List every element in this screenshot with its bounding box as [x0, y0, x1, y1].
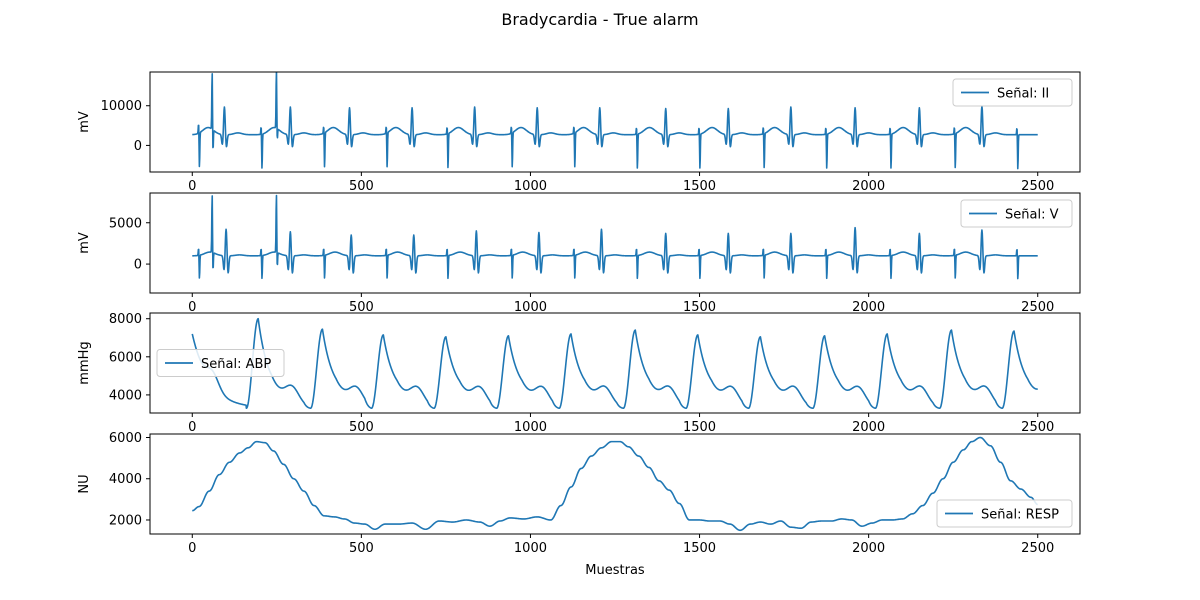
legend-box	[156, 349, 285, 377]
x-tick-label: 2000	[852, 420, 885, 435]
x-tick-label: 0	[188, 420, 196, 435]
x-tick-label: 2500	[1021, 420, 1054, 435]
x-tick-label: 0	[188, 179, 196, 194]
x-tick-label: 2500	[1021, 541, 1054, 556]
x-tick-label: 1500	[683, 541, 716, 556]
y-axis-label: NU	[77, 474, 92, 493]
x-tick-label: 500	[349, 179, 374, 194]
subplot-2: 0 500 1000 1500 2000 2500 0 5000 mV Señal: V	[77, 192, 1081, 315]
x-tick-label: 0	[188, 300, 196, 315]
x-tick-label: 1000	[514, 541, 547, 556]
series-line	[191, 194, 1039, 280]
x-tick-label: 1000	[514, 179, 547, 194]
series-line	[191, 72, 1039, 170]
legend-label: Señal: V	[1005, 208, 1059, 223]
legend-box	[952, 78, 1073, 107]
legend: Señal: II	[952, 78, 1073, 107]
x-tick-label: 2500	[1021, 179, 1054, 194]
x-tick-label: 2000	[852, 179, 885, 194]
y-tick-label: 0	[134, 258, 142, 273]
y-tick-label: 4000	[109, 472, 142, 487]
legend-box	[960, 199, 1073, 228]
axes-frame	[149, 71, 1081, 173]
subplot-4: 0 500 1000 1500 2000 2500 2000 4000 6000 NU Muestr…	[77, 431, 1081, 578]
x-tick-label: 1500	[683, 179, 716, 194]
x-tick-label: 1500	[683, 420, 716, 435]
x-tick-label: 2500	[1021, 300, 1054, 315]
legend-label: Señal: II	[997, 87, 1049, 102]
y-axis-label: mV	[77, 232, 92, 254]
axes-frame	[149, 192, 1081, 294]
subplot-3: 0 500 1000 1500 2000 2500 4000 6000 8000 mmHg Seña…	[77, 312, 1081, 435]
y-axis-label: mmHg	[77, 341, 92, 384]
legend: Señal: V	[960, 199, 1073, 228]
x-tick-label: 2000	[852, 300, 885, 315]
legend: Señal: ABP	[156, 349, 285, 377]
y-tick-label: 4000	[109, 388, 142, 403]
series-line	[192, 436, 1038, 532]
x-tick-label: 1500	[683, 300, 716, 315]
figure-title: Bradycardia - True alarm	[501, 10, 698, 29]
y-tick-label: 2000	[109, 513, 142, 528]
y-tick-label: 5000	[109, 216, 142, 231]
axes-frame	[149, 312, 1081, 414]
legend-box	[936, 499, 1073, 528]
x-tick-label: 1000	[514, 420, 547, 435]
y-tick-label: 0	[134, 139, 142, 154]
subplot-1: 0 500 1000 1500 2000 2500 0 10000 mV Señal: II	[77, 71, 1081, 194]
legend-label: Señal: ABP	[201, 357, 271, 372]
x-tick-label: 1000	[514, 300, 547, 315]
x-tick-label: 500	[349, 420, 374, 435]
legend: Señal: RESP	[936, 499, 1073, 528]
legend-label: Señal: RESP	[981, 508, 1059, 523]
y-tick-label: 10000	[101, 99, 142, 114]
x-axis-label: Muestras	[585, 563, 645, 578]
x-tick-label: 500	[349, 541, 374, 556]
x-tick-label: 2000	[852, 541, 885, 556]
x-tick-label: 0	[188, 541, 196, 556]
series-line	[191, 317, 1039, 410]
y-tick-label: 6000	[109, 350, 142, 365]
y-tick-label: 6000	[109, 431, 142, 446]
y-tick-label: 8000	[109, 312, 142, 327]
y-axis-label: mV	[77, 111, 92, 133]
axes-frame	[149, 433, 1081, 535]
x-tick-label: 500	[349, 300, 374, 315]
